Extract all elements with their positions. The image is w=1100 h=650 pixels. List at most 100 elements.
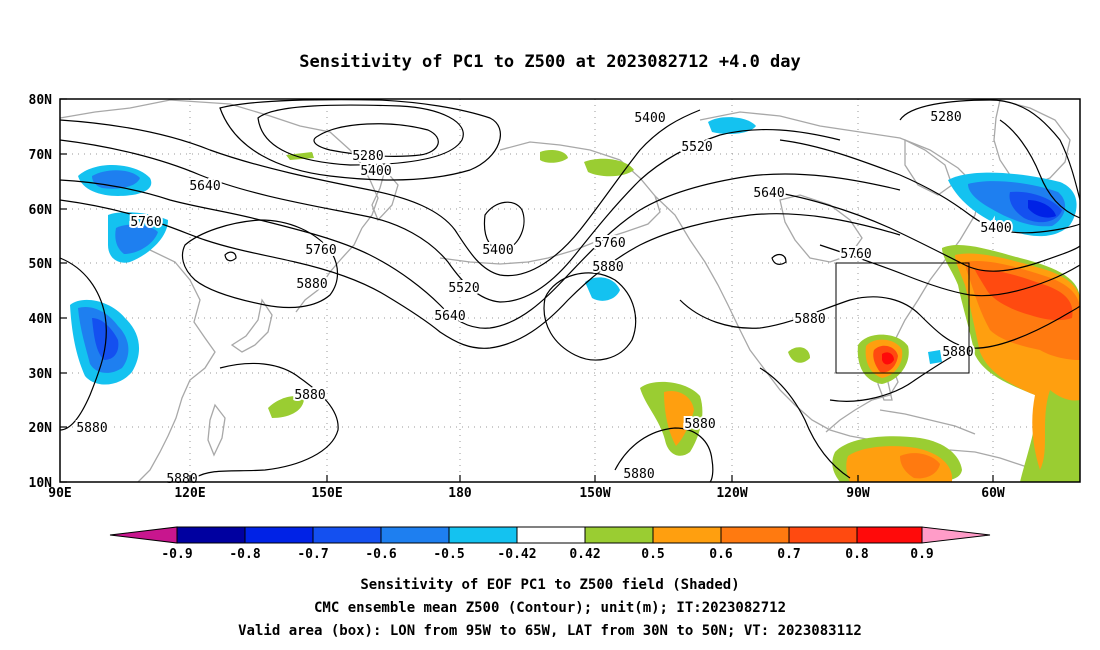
contour-label: 5640 <box>434 309 465 324</box>
lon-label: 150E <box>311 486 342 501</box>
contour-label: 5760 <box>594 236 625 251</box>
contour-label: 5640 <box>753 186 784 201</box>
map-background <box>60 99 1080 482</box>
colorbar-label: 0.9 <box>910 547 933 562</box>
contour-label: 5520 <box>448 281 479 296</box>
contour-label: 5880 <box>76 421 107 436</box>
lat-label: 80N <box>29 93 53 108</box>
contour-east-5400 <box>899 99 1081 201</box>
contour-gulf-5880 <box>759 367 851 479</box>
contour-north-1 <box>59 109 701 277</box>
colorbar-label: 0.6 <box>709 547 733 562</box>
contour-label: 5880 <box>942 345 973 360</box>
contour-siberia-5640 <box>59 173 901 329</box>
coastline-kamchatka <box>371 168 399 222</box>
contour-label: 5880 <box>166 472 197 487</box>
coastline-aleutians <box>439 257 529 265</box>
contour-label: 5760 <box>130 215 161 230</box>
contour-box-5880 <box>829 351 961 402</box>
shade-negative-arctic <box>708 117 756 134</box>
colorbar-label: -0.7 <box>297 547 328 562</box>
colorbar-label: 0.42 <box>569 547 600 562</box>
caption-line-3: Valid area (box): LON from 95W to 65W, L… <box>238 623 862 639</box>
contour-label: 5640 <box>189 179 220 194</box>
colorbar-left-triangle <box>109 526 178 544</box>
shade-negative-box <box>928 350 942 364</box>
lon-label: 90E <box>48 486 71 501</box>
contour-label: 5880 <box>794 312 825 327</box>
lat-label: 40N <box>29 312 53 327</box>
valid-area-box <box>835 262 970 374</box>
contour-label: 5880 <box>294 388 325 403</box>
lat-label: 10N <box>29 476 53 491</box>
contour-label: 5400 <box>980 221 1011 236</box>
colorbar-label: -0.9 <box>161 547 192 562</box>
colorbar-segment <box>652 526 722 544</box>
colorbar-segment <box>312 526 382 544</box>
contour-west-5880-lower <box>59 257 107 431</box>
contour-label: 5280 <box>930 110 961 125</box>
shade-positive-gulf-small <box>788 347 810 363</box>
colorbar-segment <box>584 526 654 544</box>
caption-line-1: Sensitivity of EOF PC1 to Z500 field (Sh… <box>360 577 739 593</box>
colorbar-label: -0.42 <box>497 547 536 562</box>
colorbar-segment <box>516 526 586 544</box>
contour-label: 5880 <box>684 417 715 432</box>
colorbar-segment <box>856 526 923 544</box>
contour-north-2 <box>59 128 841 303</box>
contour-west-5760 <box>59 199 901 349</box>
contour-label: 5280 <box>352 149 383 164</box>
contour-label: 5400 <box>482 243 513 258</box>
contour-east-5640 <box>759 189 1081 272</box>
gridlines <box>60 99 1080 482</box>
shade-negative-mongolia-core <box>115 224 158 254</box>
coastline-china-korea <box>137 249 216 483</box>
colorbar-label: 0.5 <box>641 547 664 562</box>
latitude-labels: 80N 70N 60N 50N 40N 30N 20N 10N <box>29 93 53 491</box>
coastline-japan <box>230 298 273 353</box>
colorbar-label: 0.7 <box>777 547 800 562</box>
shade-positive-atlantic-core <box>975 269 1073 321</box>
colorbar-labels: -0.9 -0.8 -0.7 -0.6 -0.5 -0.42 0.42 0.5 … <box>161 547 933 562</box>
longitude-labels: 90E 120E 150E 180 150W 120W 90W 60W <box>48 486 1005 501</box>
colorbar: -0.9 -0.8 -0.7 -0.6 -0.5 -0.42 0.42 0.5 … <box>109 526 991 562</box>
shade-negative-greenland-deep <box>1028 200 1056 218</box>
contour-small-loop <box>224 251 237 262</box>
lat-label: 50N <box>29 257 53 272</box>
coastline-canada-arctic <box>699 111 981 191</box>
contour-subtropical-5880 <box>194 362 339 479</box>
z500-contours <box>59 99 1081 483</box>
contour-pacific-5880-south <box>614 427 714 483</box>
contour-east-upper-5400 <box>999 119 1081 219</box>
shade-positive-box-peak <box>882 352 894 365</box>
contour-label: 5880 <box>592 260 623 275</box>
map-panel: 5400 5280 5400 5520 5280 5640 5640 5400 … <box>29 93 1081 501</box>
colorbar-segment <box>788 526 858 544</box>
contour-5280-west <box>257 104 464 166</box>
caption-line-2: CMC ensemble mean Z500 (Contour); unit(m… <box>314 600 786 616</box>
shade-positive-alaska <box>584 158 634 177</box>
contour-label: 5400 <box>360 164 391 179</box>
lat-label: 30N <box>29 367 53 382</box>
contour-ridge-5880 <box>181 219 339 309</box>
map-frame <box>59 98 1081 483</box>
colorbar-segment <box>448 526 518 544</box>
contour-east-5520 <box>779 139 1081 234</box>
contour-aleutian-low <box>483 201 525 251</box>
coastline-philippines <box>207 403 226 457</box>
shade-negative-pacific <box>585 277 620 301</box>
lat-label: 70N <box>29 148 53 163</box>
colorbar-label: -0.6 <box>365 547 396 562</box>
sensitivity-shading <box>70 117 1080 482</box>
contour-label: 5400 <box>634 111 665 126</box>
contour-label: 5880 <box>623 467 654 482</box>
lon-label: 120E <box>174 486 205 501</box>
shade-positive-bering <box>540 150 568 163</box>
lat-label: 20N <box>29 421 53 436</box>
contour-east-5880 <box>679 296 1081 349</box>
contour-label: 5880 <box>296 277 327 292</box>
contour-label: 5760 <box>305 243 336 258</box>
coastline-alaska <box>499 141 661 263</box>
contour-low-center <box>313 123 439 157</box>
